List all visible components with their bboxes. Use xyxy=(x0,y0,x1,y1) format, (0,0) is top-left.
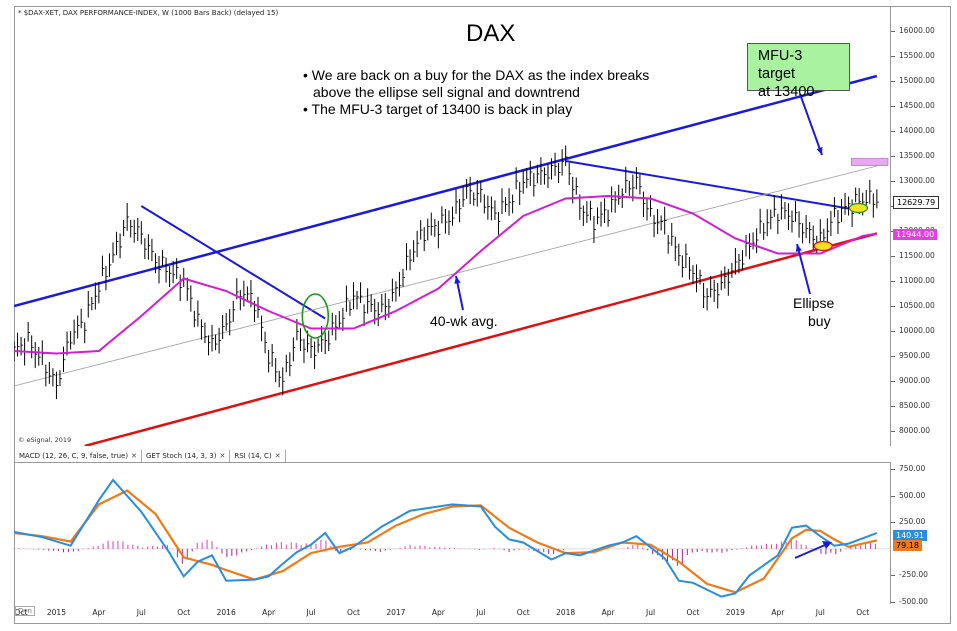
trendline-1 xyxy=(84,232,878,446)
ellipse-arrow-head xyxy=(795,244,802,252)
avg-arrow-head xyxy=(454,276,461,284)
chart-frame xyxy=(14,6,951,624)
price-tick-label: 15500.00 xyxy=(891,51,935,60)
price-tick-label: 13000.00 xyxy=(891,176,935,185)
tab-macd-label: MACD (12, 26, C, 9, false, true) xyxy=(19,452,129,460)
price-tick-label: 11500.00 xyxy=(891,251,935,260)
signal-line xyxy=(13,489,878,594)
target-zone xyxy=(851,158,889,166)
price-tick-label: 14000.00 xyxy=(891,126,935,135)
price-tick-label: 15000.00 xyxy=(891,76,935,85)
ellipse-arrow xyxy=(796,243,811,295)
price-badge: 12629.79 xyxy=(893,196,940,209)
macd-tick-label: 250.00 xyxy=(890,517,926,527)
macd-line xyxy=(13,478,878,598)
price-axis: 16000.00 15500.00 15000.00 14500.00 14000.00… xyxy=(890,6,951,446)
price-tick-label: 9000.00 xyxy=(890,376,931,385)
macd-tick-label: 750.00 xyxy=(890,464,926,474)
chart-title: DAX xyxy=(466,20,516,47)
price-tick-label: 8000.00 xyxy=(890,426,931,435)
time-tick-label: Jul xyxy=(476,608,486,617)
avg-badge: 11944.00 xyxy=(893,229,938,240)
target-arrow-head xyxy=(816,147,823,155)
time-tick-label: Oct xyxy=(686,608,700,617)
ellipse-label-1: Ellipse xyxy=(793,295,835,311)
close-icon[interactable]: ✕ xyxy=(219,452,226,460)
price-tick-label: 14500.00 xyxy=(891,101,935,110)
tab-rsi[interactable]: RSI (14, C) ✕ xyxy=(230,450,286,462)
time-tick-label: Jul xyxy=(136,608,146,617)
ellipse-buy-marker xyxy=(813,240,833,252)
time-tick-label: Jul xyxy=(306,608,316,617)
time-tick-label: Oct xyxy=(14,608,28,617)
macd-badge: 140.91 xyxy=(893,530,927,541)
price-tick-label: 13500.00 xyxy=(891,151,935,160)
copyright: © eSignal, 2019 xyxy=(18,436,72,444)
trendline-0 xyxy=(14,74,878,308)
bullet-1: • We are back on a buy for the DAX as th… xyxy=(303,67,650,83)
macd-panel[interactable] xyxy=(14,462,891,604)
ellipse-sell-marker xyxy=(848,202,869,214)
time-tick-label: Apr xyxy=(771,608,785,617)
macd-arrow-head xyxy=(822,541,832,549)
time-tick-label: Oct xyxy=(177,608,191,617)
tab-stoch[interactable]: GET Stoch (14, 3, 3) ✕ xyxy=(142,450,231,462)
bullet-2: • The MFU-3 target of 13400 is back in p… xyxy=(303,101,573,117)
time-tick-label: 2015 xyxy=(46,608,66,617)
macd-tick-label: -250.00 xyxy=(891,570,928,580)
price-tick-label: 16000.00 xyxy=(891,26,935,35)
avg-label: 40-wk avg. xyxy=(430,313,498,329)
tab-rsi-label: RSI (14, C) xyxy=(234,452,272,460)
price-tick-label: 8500.00 xyxy=(890,401,931,410)
time-tick-label: Oct xyxy=(856,608,870,617)
price-tick-label: 10500.00 xyxy=(891,301,935,310)
avg-line xyxy=(14,194,878,355)
time-tick-label: Apr xyxy=(431,608,445,617)
time-tick-label: 2017 xyxy=(386,608,406,617)
price-panel[interactable] xyxy=(14,6,891,446)
price-tick-label: 11000.00 xyxy=(891,276,935,285)
breakout-ellipse xyxy=(301,293,330,339)
time-tick-label: Oct xyxy=(346,608,360,617)
time-tick-label: 2016 xyxy=(216,608,236,617)
time-tick-label: 2018 xyxy=(556,608,576,617)
time-tick-label: Jul xyxy=(815,608,825,617)
signal-badge: 79.18 xyxy=(893,540,922,551)
tab-macd[interactable]: MACD (12, 26, C, 9, false, true) ✕ xyxy=(15,450,142,462)
macd-tick-label: -500.00 xyxy=(891,596,928,606)
trendline-3 xyxy=(565,160,849,210)
time-tick-label: Apr xyxy=(92,608,106,617)
time-tick-label: 2019 xyxy=(725,608,745,617)
tab-stoch-label: GET Stoch (14, 3, 3) xyxy=(145,452,217,460)
bullet-1-cont: above the ellipse sell signal and downtr… xyxy=(313,84,580,100)
price-plot xyxy=(14,74,889,446)
ellipse-label-2: buy xyxy=(808,313,831,329)
time-tick-label: Jul xyxy=(646,608,656,617)
time-tick-label: Apr xyxy=(262,608,276,617)
indicator-tabs: MACD (12, 26, C, 9, false, true) ✕ GET St… xyxy=(15,450,286,462)
close-icon[interactable]: ✕ xyxy=(131,452,137,460)
trendline-4 xyxy=(14,165,877,387)
time-tick-label: Oct xyxy=(516,608,530,617)
dyn-toggle[interactable]: Dyn xyxy=(15,606,35,616)
price-tick-label: 10000.00 xyxy=(891,326,935,335)
time-tick-label: Apr xyxy=(601,608,615,617)
commentary: • We are back on a buy for the DAX as th… xyxy=(303,67,649,118)
target-line-2: at 13400 xyxy=(758,84,815,100)
target-line-1: MFU-3 target xyxy=(758,48,803,82)
macd-axis: 750.00 500.00 250.00 -250.00 -500.00 xyxy=(890,462,951,606)
target-arrow xyxy=(799,93,823,156)
time-axis: Oct 2015 Apr Jul Oct 2016 Apr Jul Oct 2017 Apr Jul O… xyxy=(14,604,891,624)
price-tick-label: 9500.00 xyxy=(890,351,931,360)
chart-header: * $DAX-XET, DAX PERFORMANCE-INDEX, W (10… xyxy=(18,9,279,17)
macd-arrow xyxy=(794,544,826,559)
trendline-2 xyxy=(140,205,326,320)
macd-tick-label: 500.00 xyxy=(890,490,926,500)
close-icon[interactable]: ✕ xyxy=(274,452,281,460)
target-callout: MFU-3 target at 13400 xyxy=(747,43,850,100)
